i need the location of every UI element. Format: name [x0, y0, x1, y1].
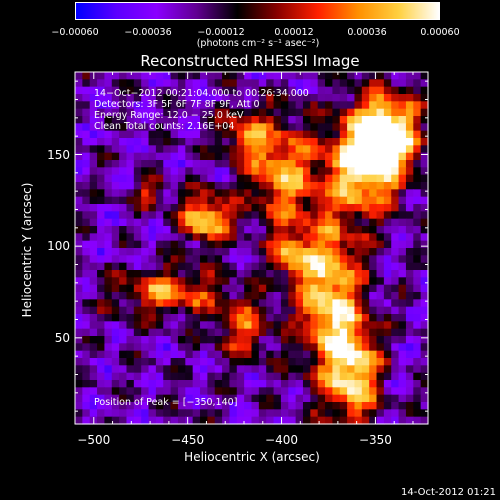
axis-ticks	[74, 72, 428, 424]
colorbar-tick-label: 0.00036	[347, 27, 387, 38]
colorbar-tick-label: −0.00012	[197, 27, 245, 38]
y-axis-label: Heliocentric Y (arcsec)	[20, 182, 34, 318]
annotation-counts: Clean Total counts: 2.16E+04	[94, 121, 235, 132]
chart-title: Reconstructed RHESSI Image	[140, 52, 360, 70]
colorbar-tick-label: −0.00036	[124, 27, 172, 38]
colorbar-tick-label: −0.00060	[51, 27, 99, 38]
footer-timestamp: 14-Oct-2012 01:21	[401, 487, 496, 498]
annotation-time: 14−Oct−2012 00:21:04.000 to 00:26:34.000	[94, 88, 309, 99]
plot-frame	[74, 71, 429, 425]
heatmap-image	[75, 72, 429, 425]
annotation-energy: Energy Range: 12.0 − 25.0 keV	[94, 110, 244, 121]
x-tick-label: −350	[358, 433, 392, 447]
x-tick-label: −400	[265, 433, 299, 447]
x-axis-label: Heliocentric X (arcsec)	[184, 450, 320, 464]
colorbar-tick-label: 0.00012	[274, 27, 314, 38]
y-tick-label: 150	[47, 147, 70, 162]
colorbar	[75, 2, 440, 20]
x-tick-label: −500	[77, 433, 111, 447]
y-tick-label: 50	[54, 330, 70, 345]
y-tick-label: 100	[47, 239, 70, 254]
x-tick-label: −450	[171, 433, 205, 447]
peak-position-label: Position of Peak = [−350,140]	[94, 397, 238, 408]
colorbar-units: (photons cm⁻² s⁻¹ asec⁻²)	[196, 38, 320, 49]
annotation-detectors: Detectors: 3F 5F 6F 7F 8F 9F, Att 0	[94, 99, 260, 110]
colorbar-tick-label: 0.00060	[420, 27, 460, 38]
